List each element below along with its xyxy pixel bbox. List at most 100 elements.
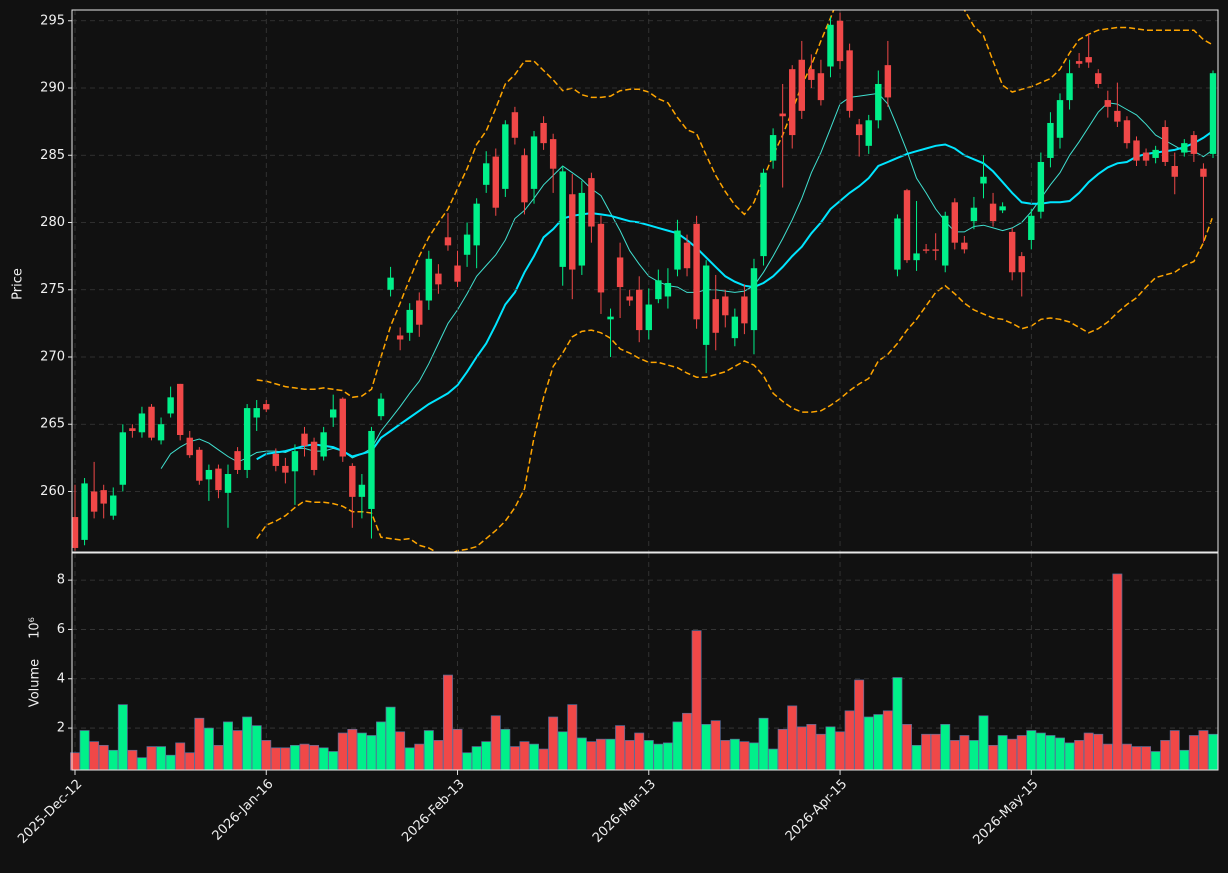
volume-bar [911, 744, 922, 771]
candle-body [416, 300, 423, 325]
candle-body [444, 237, 452, 246]
volume-bar [443, 674, 453, 771]
panel-frame [71, 9, 1219, 553]
candle-body [913, 253, 920, 261]
volume-bar [930, 733, 941, 771]
volume-bar [452, 728, 463, 771]
candle-body [664, 283, 672, 297]
candle-body [588, 178, 595, 227]
candle-body [253, 408, 260, 418]
candle-body [1066, 73, 1073, 101]
candle-body [110, 495, 117, 516]
y-tick-label: 290 [40, 81, 65, 96]
volume-bar [519, 741, 530, 771]
volume-bar [701, 724, 712, 771]
volume-bar [1160, 740, 1171, 771]
candle-body [846, 50, 853, 111]
volume-bar [825, 726, 836, 771]
volume-bar [156, 746, 167, 771]
candle-body [1171, 166, 1178, 177]
volume-bar [949, 740, 960, 771]
volume-bar [1179, 749, 1190, 771]
candle-body [922, 249, 930, 251]
candle-body [894, 218, 901, 270]
candle-body [674, 230, 681, 270]
candle-body [970, 207, 978, 222]
candle-body [1114, 110, 1121, 122]
volume-bar [691, 630, 702, 771]
candle-body [855, 124, 863, 136]
volume-bar [490, 715, 501, 771]
candle-body [129, 428, 136, 431]
volume-bar [462, 752, 473, 771]
candle-body [1028, 215, 1035, 240]
candle-body [310, 441, 318, 470]
volume-bar [1016, 735, 1027, 771]
candle-body [90, 491, 98, 512]
volume-bar [328, 751, 339, 771]
volume-bar [165, 754, 176, 771]
volume-bar [1035, 732, 1046, 771]
volume-bar [796, 726, 807, 771]
y-tick-label: 265 [40, 417, 65, 432]
volume-bar [299, 743, 310, 771]
volume-bar [605, 738, 616, 771]
candle-body [330, 409, 337, 418]
candle-body [119, 432, 127, 485]
volume-bar [481, 741, 492, 771]
candle-body [980, 176, 987, 184]
candle-body [463, 234, 471, 255]
volume-bar [1112, 573, 1123, 771]
candle-body [750, 268, 758, 331]
y-axis-scale: 10⁶ [28, 617, 43, 639]
candle-body [243, 408, 251, 470]
candle-body [215, 468, 222, 491]
volume-bar [289, 744, 300, 771]
candle-body [1152, 149, 1159, 158]
candle-body [1190, 135, 1198, 154]
volume-bar [194, 717, 205, 771]
candle-body [425, 258, 433, 301]
candle-body [71, 517, 79, 548]
candle-body [272, 453, 280, 466]
volume-bar [376, 721, 386, 771]
y-tick-label: 6 [57, 622, 65, 637]
candle-body [569, 194, 576, 270]
volume-bar [615, 725, 626, 771]
volume-bar [596, 738, 606, 771]
candle-body [903, 190, 911, 261]
volume-bar [509, 746, 520, 771]
volume-bar [586, 741, 597, 771]
volume-bar [1074, 740, 1085, 771]
candle-body [808, 69, 815, 80]
candle-body [1037, 161, 1045, 212]
candle-body [1047, 122, 1054, 158]
candle-body [1008, 231, 1016, 273]
candle-body [989, 203, 997, 222]
candle-body [368, 430, 375, 509]
volume-bar [1131, 746, 1142, 771]
volume-bar [270, 747, 281, 771]
volume-bar [643, 740, 654, 771]
candle-body [789, 69, 796, 136]
candle-body [205, 469, 213, 480]
candle-body [559, 171, 566, 267]
candle-body [186, 437, 193, 456]
volume-bar [223, 721, 233, 771]
volume-bar [997, 735, 1008, 771]
volume-bar [136, 757, 147, 771]
candle-body [473, 203, 480, 246]
volume-bar [787, 705, 798, 771]
volume-bar [1188, 735, 1199, 771]
volume-bar [261, 740, 272, 771]
volume-bar [356, 732, 367, 771]
candle-body [1085, 57, 1092, 63]
volume-bar [232, 730, 243, 771]
y-tick-label: 295 [40, 13, 65, 28]
candle-body [999, 206, 1006, 211]
candle-body [942, 215, 949, 266]
volume-bar [1026, 730, 1037, 771]
volume-bar [806, 724, 817, 771]
volume-bar [815, 733, 826, 771]
